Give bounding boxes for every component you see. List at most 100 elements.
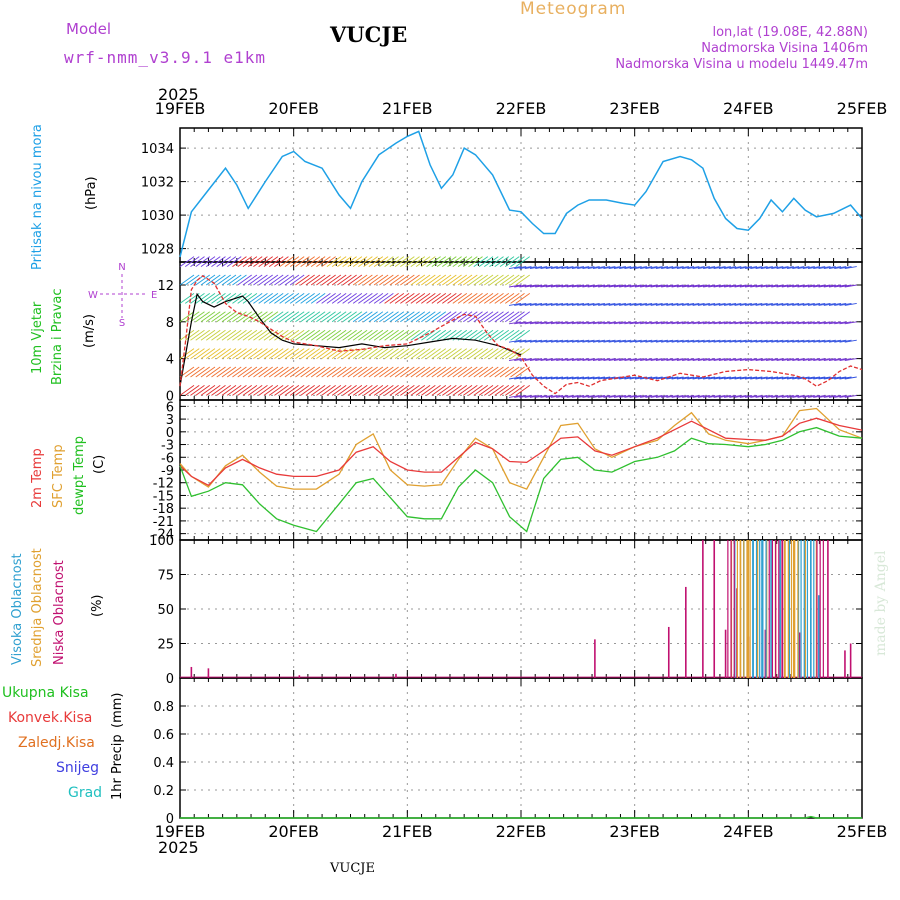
wind-barb	[379, 385, 394, 396]
wind-barb	[561, 302, 574, 306]
wind-barb	[703, 394, 716, 398]
wind-barb	[352, 293, 368, 304]
wind-barb	[708, 266, 721, 270]
wind-barb	[331, 311, 347, 323]
wind-barb	[295, 274, 310, 286]
panel-temperature	[179, 399, 863, 541]
wind-barb	[519, 284, 532, 288]
wind-barb	[692, 394, 705, 398]
wind-barb	[634, 358, 647, 362]
wind-barb	[718, 339, 731, 343]
wind-barb	[389, 256, 405, 267]
wind-barb	[760, 376, 773, 380]
wind-barb	[535, 339, 548, 343]
wind-barb	[242, 348, 258, 359]
wind-barb	[713, 266, 726, 270]
wind-barb	[358, 293, 373, 304]
wind-barb	[529, 266, 543, 270]
wind-barb	[232, 348, 247, 359]
wind-barb	[442, 366, 457, 378]
wind-barb	[205, 329, 221, 341]
wind-barb	[515, 366, 531, 378]
wind-barb	[745, 358, 758, 362]
wind-barb	[834, 321, 847, 325]
wind-barb	[384, 256, 399, 267]
wind-barb	[400, 385, 415, 396]
wind-barb	[510, 385, 525, 396]
wind-barb	[342, 274, 357, 286]
wind-barb	[734, 302, 747, 306]
wind-barb	[535, 358, 548, 362]
wind-barb	[834, 302, 847, 306]
wind-barb	[515, 293, 531, 304]
wind-barb	[734, 284, 747, 288]
wind-barb	[818, 376, 831, 380]
wind-barb	[410, 329, 426, 341]
wind-barb	[545, 321, 558, 325]
wind-barb	[676, 266, 689, 270]
sfctemp-label: SFC Temp	[51, 444, 66, 508]
wind-barb	[671, 376, 684, 380]
wind-barb	[494, 274, 510, 286]
wind-barb	[211, 311, 226, 323]
wind-barb	[316, 311, 331, 323]
wind-barb	[839, 339, 852, 343]
wind-barb	[195, 311, 211, 323]
wind-barb	[697, 358, 710, 362]
wind-barb	[640, 302, 653, 306]
wind-barb	[247, 366, 263, 378]
wind-barb	[468, 329, 483, 341]
wind-barb	[844, 302, 857, 306]
wind-barb	[326, 274, 342, 286]
wind-barb	[263, 385, 279, 396]
wind-barb	[508, 284, 522, 288]
wind-barb	[807, 284, 821, 288]
wind-barb	[624, 302, 637, 306]
wind-barb	[802, 321, 815, 325]
wind-barb	[524, 339, 537, 343]
wind-barb	[592, 376, 606, 380]
wind-barb	[237, 366, 252, 378]
wind-barb	[556, 284, 569, 288]
wind-barb	[739, 394, 752, 398]
wind-barb	[452, 366, 468, 378]
wind-barb	[587, 321, 600, 325]
wind-barb	[400, 274, 415, 286]
wind-barb	[755, 266, 768, 270]
wind-barb	[368, 366, 384, 378]
wind-barb	[331, 293, 347, 304]
wind-barb	[216, 311, 231, 323]
wind-barb	[571, 302, 585, 306]
wind-barb	[519, 302, 532, 306]
wind-barb	[216, 385, 231, 396]
wind-barb	[582, 302, 595, 306]
wind-barb	[713, 394, 726, 398]
wind-barb	[634, 266, 647, 270]
wind-barb	[592, 284, 606, 288]
wind-barb	[587, 358, 600, 362]
wind-barb	[410, 385, 426, 396]
wind-barb	[634, 302, 647, 306]
wind-barb	[190, 256, 205, 267]
wind-barb	[284, 366, 300, 378]
wind-barb	[237, 348, 252, 359]
wind-barb	[619, 284, 632, 288]
wind-barb	[535, 394, 548, 398]
wind-barb	[807, 321, 821, 325]
x-tick-label-bottom: 24FEB	[723, 822, 774, 841]
wind-barb	[708, 284, 721, 288]
wind-barb	[755, 284, 768, 288]
wind-barb	[405, 348, 420, 359]
wind-barb	[478, 293, 494, 304]
wind-barb	[561, 321, 574, 325]
wind-barb	[426, 293, 441, 304]
wind-barb	[634, 394, 647, 398]
wind-barb	[776, 339, 789, 343]
wind-barb	[519, 376, 532, 380]
wind-barb	[373, 348, 389, 359]
cloud-high-label: Visoka Oblacnost	[10, 553, 25, 665]
wind-barb	[363, 366, 378, 378]
wind-barb	[415, 366, 431, 378]
wind-barb	[781, 376, 794, 380]
